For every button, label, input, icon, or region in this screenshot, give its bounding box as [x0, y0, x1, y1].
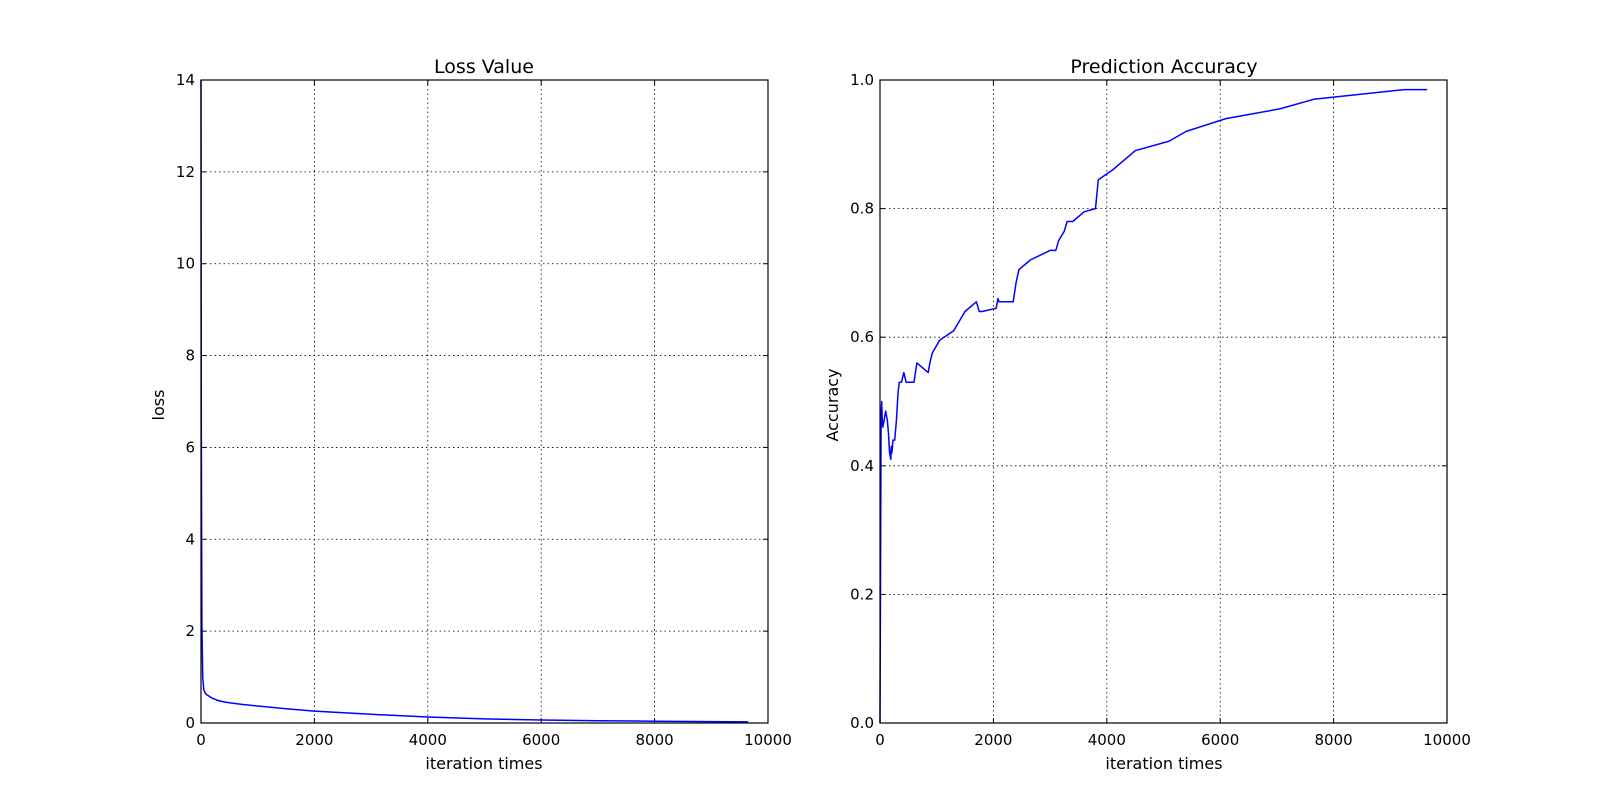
accuracy-chart-xtick-label: 4000	[1088, 731, 1126, 749]
accuracy-chart-ytick-label: 0.4	[850, 457, 874, 475]
loss-chart-ytick-label: 14	[176, 71, 195, 89]
loss-chart-series	[200, 79, 749, 723]
accuracy-chart-xtick-label: 6000	[1201, 731, 1239, 749]
loss-chart-plot-area	[200, 79, 769, 724]
accuracy-chart-xlabel: iteration times	[1105, 754, 1222, 773]
loss-chart-xtick-label: 8000	[636, 731, 674, 749]
loss-chart-xtick-label: 2000	[295, 731, 333, 749]
loss-chart-series-line	[200, 79, 749, 723]
accuracy-chart-ticks: 0 2000 4000 6000 8000 10000 0.0 0.2 0.4 0.6 0.8 1.0	[850, 71, 1471, 749]
loss-chart-ytick-label: 0	[185, 714, 195, 732]
accuracy-chart: Prediction Accuracy iteration times Accu…	[823, 56, 1471, 773]
loss-chart-xlabel: iteration times	[425, 754, 542, 773]
accuracy-chart-plot-area	[879, 79, 1448, 724]
accuracy-chart-ytick-label: 0.0	[850, 714, 874, 732]
loss-chart-ytick-label: 10	[176, 255, 195, 273]
accuracy-chart-series-line	[879, 88, 1428, 724]
accuracy-chart-ytick-label: 0.2	[850, 585, 874, 603]
loss-chart-ylabel: loss	[149, 390, 168, 421]
loss-chart: Loss Value iteration times loss 0 2000 400…	[149, 56, 792, 773]
loss-chart-xtick-label: 10000	[744, 731, 792, 749]
loss-chart-ytick-label: 6	[185, 438, 195, 456]
loss-chart-grid	[201, 80, 768, 723]
loss-chart-xtick-label: 0	[196, 731, 206, 749]
loss-chart-title: Loss Value	[434, 56, 534, 78]
loss-chart-xtick-label: 6000	[522, 731, 560, 749]
accuracy-chart-xtick-label: 8000	[1315, 731, 1353, 749]
accuracy-chart-ytick-label: 0.8	[850, 200, 874, 218]
accuracy-chart-ytick-label: 0.6	[850, 328, 874, 346]
accuracy-chart-title: Prediction Accuracy	[1070, 56, 1257, 78]
accuracy-chart-grid	[880, 80, 1447, 723]
loss-chart-ytick-label: 8	[185, 347, 195, 365]
accuracy-chart-xtick-label: 0	[875, 731, 885, 749]
loss-chart-ticks: 0 2000 4000 6000 8000 10000 0 2 4 6 8 10 12 14	[176, 71, 792, 749]
accuracy-chart-ytick-label: 1.0	[850, 71, 874, 89]
loss-chart-xtick-label: 4000	[409, 731, 447, 749]
accuracy-chart-xtick-label: 2000	[974, 731, 1012, 749]
accuracy-chart-series	[879, 88, 1428, 724]
loss-chart-ytick-label: 4	[185, 530, 195, 548]
accuracy-chart-xtick-label: 10000	[1423, 731, 1471, 749]
loss-chart-ytick-label: 2	[185, 622, 195, 640]
loss-chart-ytick-label: 12	[176, 163, 195, 181]
accuracy-chart-ylabel: Accuracy	[823, 368, 842, 441]
